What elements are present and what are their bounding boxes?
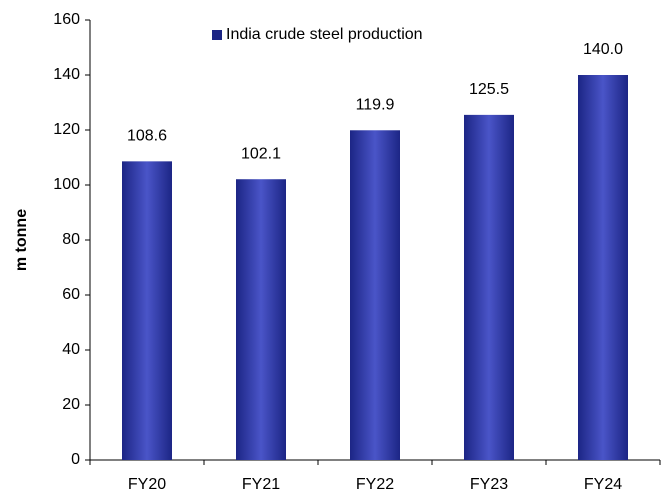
value-label: 125.5 xyxy=(469,81,509,98)
y-tick-label: 40 xyxy=(62,341,80,358)
y-tick-label: 160 xyxy=(53,11,80,28)
y-tick-label: 80 xyxy=(62,231,80,248)
y-axis-label: m tonne xyxy=(13,209,30,271)
bar xyxy=(236,179,286,460)
legend-swatch xyxy=(212,30,222,40)
x-tick-label: FY20 xyxy=(128,476,166,493)
y-tick-label: 120 xyxy=(53,121,80,138)
bar xyxy=(464,114,514,460)
y-tick-label: 60 xyxy=(62,286,80,303)
value-label: 102.1 xyxy=(241,145,281,162)
y-tick-label: 100 xyxy=(53,176,80,193)
x-tick-label: FY24 xyxy=(584,476,622,493)
value-label: 140.0 xyxy=(583,41,623,58)
y-tick-label: 0 xyxy=(71,451,80,468)
x-tick-label: FY21 xyxy=(242,476,280,493)
legend-label: India crude steel production xyxy=(226,26,423,43)
value-label: 108.6 xyxy=(127,128,167,145)
bar xyxy=(578,75,628,460)
y-tick-label: 20 xyxy=(62,396,80,413)
bar xyxy=(350,130,400,460)
value-label: 119.9 xyxy=(356,96,395,113)
y-tick-label: 140 xyxy=(53,66,80,83)
bar xyxy=(122,161,172,460)
x-tick-label: FY23 xyxy=(470,476,508,493)
x-tick-label: FY22 xyxy=(356,476,394,493)
